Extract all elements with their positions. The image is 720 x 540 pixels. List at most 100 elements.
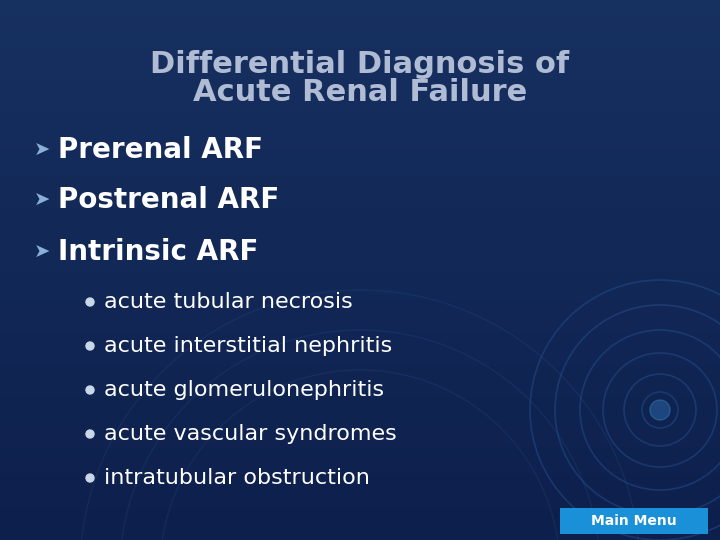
- Bar: [0, 30, 720, 32]
- Bar: [0, 451, 720, 454]
- Bar: [0, 408, 720, 410]
- Bar: [0, 78, 720, 81]
- Bar: [0, 335, 720, 338]
- Bar: [0, 310, 720, 313]
- Bar: [0, 246, 720, 248]
- Bar: [0, 208, 720, 211]
- Bar: [0, 24, 720, 27]
- Bar: [0, 259, 720, 262]
- Bar: [0, 392, 720, 394]
- Bar: [0, 248, 720, 251]
- Bar: [0, 146, 720, 148]
- Bar: [0, 302, 720, 305]
- Bar: [0, 510, 720, 513]
- Bar: [0, 286, 720, 289]
- Bar: [0, 65, 720, 68]
- Bar: [0, 383, 720, 386]
- Bar: [0, 321, 720, 324]
- Bar: [0, 243, 720, 246]
- Bar: [0, 5, 720, 8]
- Bar: [0, 135, 720, 138]
- Bar: [0, 230, 720, 232]
- Bar: [0, 202, 720, 205]
- Bar: [0, 421, 720, 424]
- Bar: [0, 300, 720, 302]
- Bar: [0, 49, 720, 51]
- Bar: [0, 19, 720, 22]
- Bar: [0, 375, 720, 378]
- Bar: [0, 68, 720, 70]
- Bar: [0, 440, 720, 443]
- FancyBboxPatch shape: [560, 508, 708, 534]
- Bar: [0, 456, 720, 459]
- Bar: [0, 100, 720, 103]
- Bar: [0, 497, 720, 500]
- Bar: [0, 170, 720, 173]
- Bar: [0, 140, 720, 143]
- Bar: [0, 537, 720, 540]
- Bar: [0, 405, 720, 408]
- Bar: [0, 418, 720, 421]
- Text: Main Menu: Main Menu: [591, 514, 677, 528]
- Bar: [0, 535, 720, 537]
- Circle shape: [650, 400, 670, 420]
- Bar: [0, 178, 720, 181]
- Bar: [0, 373, 720, 375]
- Bar: [0, 370, 720, 373]
- Bar: [0, 173, 720, 176]
- Bar: [0, 40, 720, 43]
- Bar: [0, 159, 720, 162]
- Bar: [0, 432, 720, 435]
- Bar: [0, 22, 720, 24]
- Bar: [0, 240, 720, 243]
- Bar: [0, 124, 720, 127]
- Text: acute glomerulonephritis: acute glomerulonephritis: [104, 380, 384, 400]
- Text: Prerenal ARF: Prerenal ARF: [58, 136, 263, 164]
- Bar: [0, 402, 720, 405]
- Bar: [0, 59, 720, 62]
- Bar: [0, 273, 720, 275]
- Bar: [0, 446, 720, 448]
- Bar: [0, 478, 720, 481]
- Bar: [0, 227, 720, 229]
- Bar: [0, 8, 720, 11]
- Text: Intrinsic ARF: Intrinsic ARF: [58, 238, 258, 266]
- Bar: [0, 197, 720, 200]
- Bar: [0, 329, 720, 332]
- Bar: [0, 165, 720, 167]
- Bar: [0, 14, 720, 16]
- Circle shape: [86, 386, 94, 394]
- Bar: [0, 313, 720, 316]
- Text: ➤: ➤: [34, 191, 50, 210]
- Bar: [0, 267, 720, 270]
- Bar: [0, 389, 720, 392]
- Bar: [0, 292, 720, 294]
- Bar: [0, 435, 720, 437]
- Text: ➤: ➤: [34, 242, 50, 261]
- Bar: [0, 103, 720, 105]
- Circle shape: [86, 342, 94, 350]
- Bar: [0, 343, 720, 346]
- Bar: [0, 470, 720, 472]
- Bar: [0, 316, 720, 319]
- Bar: [0, 502, 720, 505]
- Bar: [0, 251, 720, 254]
- Bar: [0, 332, 720, 335]
- Circle shape: [86, 298, 94, 306]
- Bar: [0, 51, 720, 54]
- Bar: [0, 221, 720, 224]
- Bar: [0, 151, 720, 154]
- Bar: [0, 386, 720, 389]
- Bar: [0, 184, 720, 186]
- Bar: [0, 262, 720, 265]
- Bar: [0, 46, 720, 49]
- Bar: [0, 354, 720, 356]
- Bar: [0, 338, 720, 340]
- Bar: [0, 0, 720, 3]
- Bar: [0, 294, 720, 297]
- Bar: [0, 483, 720, 486]
- Bar: [0, 308, 720, 310]
- Bar: [0, 130, 720, 132]
- Circle shape: [86, 474, 94, 482]
- Bar: [0, 437, 720, 440]
